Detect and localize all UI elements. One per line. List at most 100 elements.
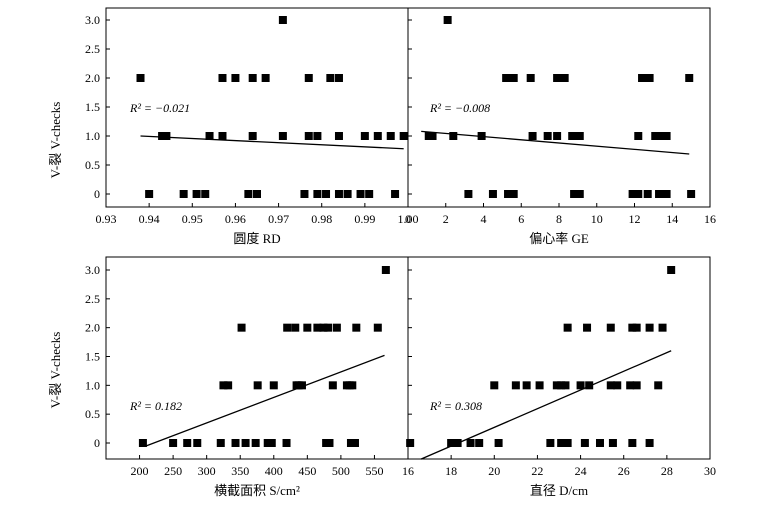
data-point bbox=[634, 190, 643, 198]
data-point bbox=[553, 132, 562, 140]
data-point bbox=[263, 439, 272, 447]
data-point bbox=[643, 190, 652, 198]
data-point bbox=[218, 132, 227, 140]
data-point bbox=[391, 190, 400, 198]
data-point bbox=[522, 381, 531, 390]
data-point bbox=[526, 74, 535, 82]
data-point bbox=[193, 439, 202, 447]
y-tick-label: 2.5 bbox=[85, 42, 100, 56]
data-point bbox=[634, 132, 643, 140]
x-axis-label: 偏心率 GE bbox=[529, 231, 589, 246]
data-point bbox=[300, 190, 309, 198]
data-point bbox=[656, 132, 665, 140]
data-point bbox=[334, 190, 343, 198]
data-point bbox=[509, 190, 518, 198]
r-squared-annotation: R² = −0.021 bbox=[129, 101, 190, 115]
data-point bbox=[205, 132, 214, 140]
y-axis-label-top: V-裂 V-checks bbox=[48, 102, 63, 179]
data-point bbox=[608, 439, 617, 447]
x-tick-label: 500 bbox=[332, 464, 350, 478]
x-tick-label: 22 bbox=[531, 464, 543, 478]
x-tick-label: 200 bbox=[131, 464, 149, 478]
data-point bbox=[576, 381, 585, 390]
data-point bbox=[297, 381, 306, 390]
x-tick-label: 0.93 bbox=[96, 212, 117, 226]
x-tick-label: 550 bbox=[365, 464, 383, 478]
data-point bbox=[645, 74, 654, 82]
data-point bbox=[575, 190, 584, 198]
data-point bbox=[563, 439, 572, 447]
data-point bbox=[251, 439, 260, 447]
data-point bbox=[282, 439, 291, 447]
data-point bbox=[645, 439, 654, 447]
data-point bbox=[466, 439, 475, 447]
x-tick-label: 0.94 bbox=[139, 212, 160, 226]
data-point bbox=[192, 190, 201, 198]
data-point bbox=[244, 190, 253, 198]
plot-frame bbox=[407, 256, 711, 460]
data-point bbox=[406, 439, 415, 447]
data-point bbox=[443, 16, 452, 24]
x-tick-label: 0.99 bbox=[354, 212, 375, 226]
data-point bbox=[477, 132, 486, 140]
data-point bbox=[313, 323, 322, 332]
data-point bbox=[535, 381, 544, 390]
x-tick-label: 300 bbox=[198, 464, 216, 478]
panel-4: 16 18 20 22 24 26 28 30 直径 D/cm R² = 0.308 bbox=[402, 256, 716, 498]
data-point bbox=[651, 132, 660, 140]
x-tick-label: 6 bbox=[518, 212, 524, 226]
data-point bbox=[304, 132, 313, 140]
data-point bbox=[183, 439, 192, 447]
x-tick-label: 24 bbox=[575, 464, 587, 478]
y-tick-label: 1.5 bbox=[85, 350, 100, 364]
trend-line bbox=[140, 135, 404, 150]
data-point bbox=[253, 190, 261, 198]
data-point bbox=[509, 74, 518, 82]
data-point bbox=[169, 439, 178, 447]
data-point bbox=[557, 439, 566, 447]
data-point bbox=[570, 190, 579, 198]
data-point bbox=[628, 190, 637, 198]
x-tick-label: 450 bbox=[298, 464, 316, 478]
data-point bbox=[334, 74, 343, 82]
data-point bbox=[655, 190, 664, 198]
data-point bbox=[490, 381, 499, 390]
x-tick-label: 12 bbox=[629, 212, 641, 226]
data-point bbox=[319, 323, 328, 332]
data-point bbox=[543, 132, 552, 140]
data-point bbox=[201, 190, 210, 198]
data-point bbox=[475, 439, 484, 447]
data-point bbox=[352, 323, 361, 332]
data-point bbox=[248, 132, 257, 140]
x-tick-label: 0 bbox=[405, 212, 411, 226]
data-point bbox=[662, 132, 671, 140]
data-point bbox=[557, 381, 566, 390]
data-point bbox=[399, 132, 408, 140]
y-tick-label: 0 bbox=[94, 187, 100, 201]
data-point bbox=[334, 132, 343, 140]
y-tick-label: 0.5 bbox=[85, 158, 100, 172]
data-point bbox=[313, 132, 322, 140]
data-point bbox=[261, 74, 270, 82]
data-point bbox=[626, 381, 635, 390]
data-point bbox=[253, 381, 262, 390]
y-tick-label: 1.5 bbox=[85, 100, 100, 114]
data-point bbox=[350, 439, 359, 447]
data-point bbox=[504, 190, 513, 198]
y-tick-label: 0 bbox=[94, 436, 100, 450]
data-point bbox=[428, 132, 437, 140]
x-tick-label: 30 bbox=[704, 464, 716, 478]
data-point bbox=[606, 381, 615, 390]
x-tick-label: 10 bbox=[591, 212, 603, 226]
data-point bbox=[528, 132, 537, 140]
data-point bbox=[464, 190, 473, 198]
data-point bbox=[356, 190, 365, 198]
data-point bbox=[237, 323, 246, 332]
data-point bbox=[613, 381, 622, 390]
x-tick-label: 26 bbox=[618, 464, 630, 478]
x-tick-label: 1.00 bbox=[398, 212, 419, 226]
r-squared-annotation: R² = 0.308 bbox=[429, 399, 482, 413]
x-axis-label: 横截面积 S/cm² bbox=[214, 483, 300, 498]
data-point bbox=[687, 190, 696, 198]
